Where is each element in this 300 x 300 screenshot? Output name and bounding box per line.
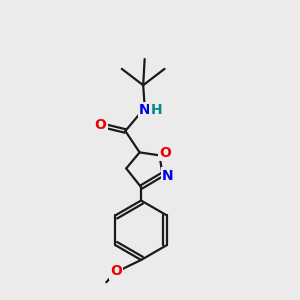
Text: O: O [110,264,122,278]
Text: N: N [139,103,151,117]
Text: N: N [162,169,174,183]
Text: H: H [150,103,162,117]
Text: O: O [94,118,106,132]
Text: O: O [159,146,171,160]
